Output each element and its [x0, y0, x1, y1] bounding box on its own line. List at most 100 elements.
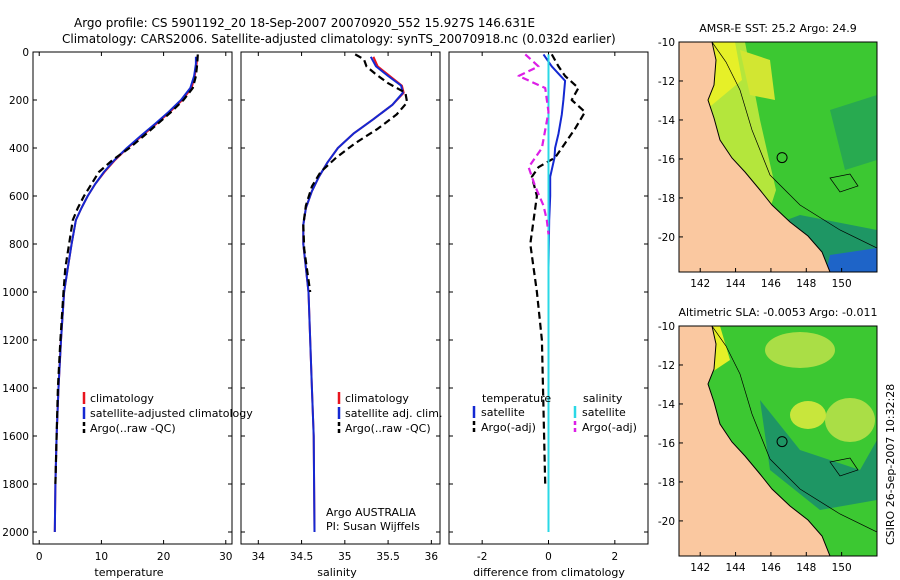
sst-map-ticks: 142 144 146 148 150 -10 -12 -14 -16 -18 -20: [658, 37, 852, 290]
sla-high-mid: [790, 401, 826, 429]
map-x-tick-label: 142: [690, 562, 710, 574]
salinity-panel-frame: [240, 51, 441, 545]
x-tick-label: -2: [477, 551, 487, 563]
sla-map-title: Altimetric SLA: -0.0053 Argo: -0.011: [679, 306, 878, 319]
series-line-argo-raw-qc: [302, 53, 409, 293]
map-y-tick-label: -10: [658, 37, 675, 49]
series-line-satellite-adjusted-climatology: [53, 56, 197, 533]
credit-agency: Argo AUSTRALIA: [326, 506, 416, 519]
difference-axes: -2 0 2: [449, 51, 648, 563]
y-tick-label: 1800: [2, 479, 29, 491]
temperature-legend: climatology satellite-adjusted climatolo…: [82, 392, 253, 435]
map-y-tick-label: -18: [658, 193, 675, 205]
y-tick-label: 1600: [2, 431, 29, 443]
map-y-tick-label: -14: [658, 115, 675, 127]
y-tick-label: 600: [9, 191, 29, 203]
series-line-salinity-argo-adj: [517, 53, 550, 235]
map-x-tick-label: 150: [832, 278, 852, 290]
map-x-tick-label: 144: [726, 562, 746, 574]
legend-group-temperature: temperature: [482, 392, 551, 405]
map-y-tick-label: -12: [658, 360, 675, 372]
map-y-tick-label: -12: [658, 76, 675, 88]
sst-cold-corner: [826, 248, 877, 272]
legend-label-temp-argo: Argo(-adj): [481, 421, 536, 434]
legend-label-argo: Argo(..raw -QC): [90, 422, 176, 435]
y-tick-label: 1400: [2, 383, 29, 395]
y-tick-label: 2000: [2, 527, 29, 539]
header-line-1: Argo profile: CS 5901192_20 18-Sep-2007 …: [74, 16, 535, 30]
sst-bathymetry-contour: [711, 42, 877, 249]
y-tick-label: 800: [9, 239, 29, 251]
legend-label-sal-satellite: satellite: [582, 406, 626, 419]
sst-warm-patch-mid: [740, 50, 775, 100]
sst-map-title: AMSR-E SST: 25.2 Argo: 24.9: [699, 22, 857, 35]
y-tick-label: 200: [9, 95, 29, 107]
legend-label-satellite: satellite adj. clim.: [345, 407, 442, 420]
series-line-temperature-argo-adj: [529, 53, 587, 485]
x-tick-label: 10: [95, 551, 108, 563]
legend-label-climatology: climatology: [345, 392, 409, 405]
map-x-tick-label: 144: [726, 278, 746, 290]
difference-legend: temperature satellite Argo(-adj) salinit…: [472, 392, 637, 434]
sla-argo-location-marker: [776, 436, 788, 448]
sla-bathymetry-contour: [711, 326, 877, 533]
map-y-tick-label: -18: [658, 477, 675, 489]
legend-label-climatology: climatology: [90, 392, 154, 405]
sst-map-frame: [678, 41, 878, 273]
x-tick-label: 35: [338, 551, 351, 563]
legend-label-argo: Argo(..raw -QC): [345, 422, 431, 435]
sla-high-centre: [765, 332, 835, 368]
y-tick-label: 1200: [2, 335, 29, 347]
series-line-argo-raw-qc: [54, 54, 199, 485]
map-y-tick-label: -16: [658, 154, 675, 166]
x-tick-label: 30: [219, 551, 232, 563]
x-tick-label: 35.5: [376, 551, 399, 563]
sla-map-ticks: 142 144 146 148 150 -10 -12 -14 -16 -18 -20: [658, 321, 852, 574]
legend-label-satellite: satellite-adjusted climatology: [90, 407, 253, 420]
legend-label-temp-satellite: satellite: [481, 406, 525, 419]
series-line-temperature-satellite: [542, 53, 567, 532]
x-tick-label: 36: [425, 551, 439, 563]
temperature-axes: 0 200 400 600 800 1000 1200 1400 1600 1800 2000 0 10…: [2, 47, 232, 563]
x-tick-label: 0: [36, 551, 43, 563]
map-x-tick-label: 148: [796, 562, 816, 574]
sst-reef-outline: [829, 173, 859, 193]
x-tick-label: 34: [252, 551, 266, 563]
y-tick-label: 0: [22, 47, 29, 59]
y-tick-label: 1000: [2, 287, 29, 299]
sla-map: [679, 326, 877, 556]
sst-land-mass: [679, 42, 831, 272]
sla-low-band: [760, 400, 877, 510]
credit-pi: PI: Susan Wijffels: [326, 520, 420, 533]
map-y-tick-label: -20: [658, 232, 675, 244]
salinity-xlabel: salinity: [317, 566, 357, 579]
sla-land-mass: [679, 326, 831, 556]
map-x-tick-label: 146: [761, 562, 781, 574]
map-y-tick-label: -16: [658, 438, 675, 450]
map-x-tick-label: 148: [796, 278, 816, 290]
x-tick-label: 20: [157, 551, 170, 563]
map-x-tick-label: 142: [690, 278, 710, 290]
sst-cool-patch-east: [830, 95, 877, 170]
x-tick-label: 0: [545, 551, 552, 563]
temperature-panel-frame: [32, 51, 233, 545]
sla-high-east: [825, 398, 875, 442]
series-line-climatology: [53, 56, 199, 533]
map-y-tick-label: -20: [658, 516, 675, 528]
salinity-legend: climatology satellite adj. clim. Argo(..…: [337, 392, 442, 435]
credit-stamp: CSIRO 26-Sep-2007 10:32:28: [884, 384, 897, 545]
y-tick-label: 400: [9, 143, 29, 155]
x-tick-label: 2: [611, 551, 618, 563]
x-tick-label: 34.5: [290, 551, 313, 563]
map-y-tick-label: -10: [658, 321, 675, 333]
salinity-axes: 34 34.5 35 35.5 36: [241, 51, 440, 563]
sst-map: [679, 42, 877, 272]
profile-lines: [53, 53, 587, 533]
sla-reef-outline: [829, 457, 859, 477]
map-y-tick-label: -14: [658, 399, 675, 411]
sla-map-frame: [678, 325, 878, 557]
legend-label-sal-argo: Argo(-adj): [582, 421, 637, 434]
series-line-satellite-adj-clim: [302, 56, 404, 533]
temperature-xlabel: temperature: [94, 566, 163, 579]
